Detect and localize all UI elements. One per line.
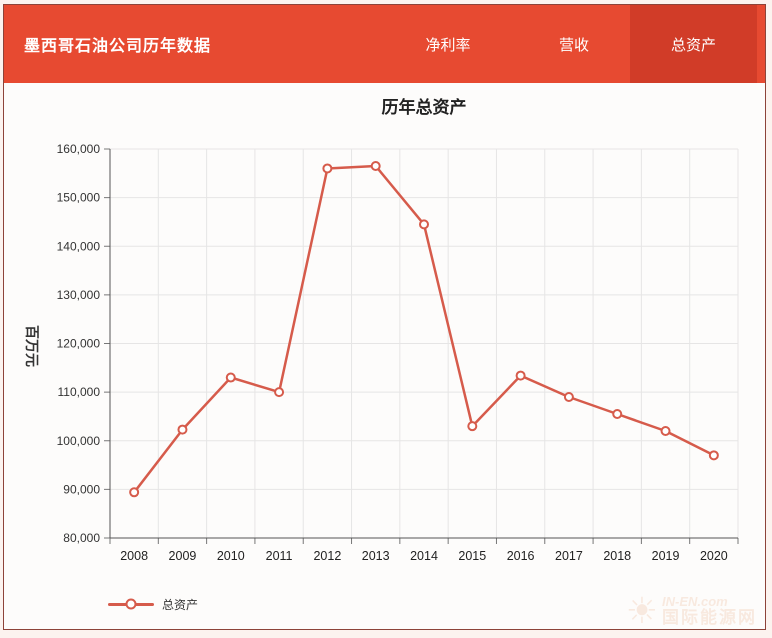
tab-net-margin[interactable]: 净利率 bbox=[402, 5, 494, 83]
legend-line-swatch bbox=[108, 598, 154, 610]
data-point-marker[interactable] bbox=[322, 163, 333, 174]
x-axis-label: 2012 bbox=[313, 549, 341, 563]
tab-revenue[interactable]: 营收 bbox=[528, 5, 620, 83]
tab-total-assets[interactable]: 总资产 bbox=[630, 5, 757, 83]
data-point-marker[interactable] bbox=[515, 370, 526, 381]
x-axis-label: 2017 bbox=[555, 549, 583, 563]
y-axis-label: 130,000 bbox=[57, 288, 101, 302]
data-point-marker[interactable] bbox=[225, 372, 236, 383]
x-axis-label: 2015 bbox=[458, 549, 486, 563]
chart-title: 历年总资产 bbox=[381, 98, 467, 117]
data-point-marker[interactable] bbox=[274, 387, 285, 398]
data-point-marker[interactable] bbox=[370, 161, 381, 172]
page-title: 墨西哥石油公司历年数据 bbox=[24, 38, 212, 55]
series-line bbox=[132, 164, 716, 494]
y-axis-label: 150,000 bbox=[57, 191, 101, 205]
x-axis-label: 2018 bbox=[603, 549, 631, 563]
y-axis-label: 120,000 bbox=[57, 337, 101, 351]
app-window: 墨西哥石油公司历年数据 净利率 营收 总资产 历年总资产 百万元 80,000 9… bbox=[3, 4, 766, 630]
header-bar: 墨西哥石油公司历年数据 净利率 营收 总资产 bbox=[4, 5, 765, 83]
x-axis-label: 2010 bbox=[217, 549, 245, 563]
y-axis-label: 110,000 bbox=[58, 385, 101, 399]
data-point-marker[interactable] bbox=[612, 409, 623, 420]
y-axis-label: 80,000 bbox=[63, 531, 100, 545]
legend-circle-marker bbox=[125, 598, 137, 610]
data-point-marker[interactable] bbox=[708, 450, 719, 461]
tab-revenue-label: 营收 bbox=[558, 36, 589, 54]
y-axis-label: 140,000 bbox=[57, 239, 101, 253]
data-point-marker[interactable] bbox=[660, 426, 671, 437]
data-point-marker[interactable] bbox=[563, 391, 574, 402]
data-point-marker[interactable] bbox=[177, 424, 188, 435]
chart-card: 历年总资产 百万元 80,000 90,000 100,000 110,000 120,… bbox=[4, 83, 765, 629]
x-axis-label: 2014 bbox=[410, 549, 438, 563]
x-axis-label: 2008 bbox=[120, 549, 148, 563]
x-axis-label: 2011 bbox=[266, 549, 293, 563]
data-point-marker[interactable] bbox=[129, 487, 140, 498]
legend-item-total-assets[interactable]: 总资产 bbox=[108, 596, 198, 612]
chart-svg: 80,000 90,000 100,000 110,000 120,000 130,000… bbox=[57, 142, 739, 563]
data-point-marker[interactable] bbox=[467, 421, 478, 432]
tab-net-margin-label: 净利率 bbox=[425, 36, 471, 54]
legend-label: 总资产 bbox=[162, 597, 199, 612]
data-point-marker[interactable] bbox=[419, 219, 429, 230]
x-axis-label: 2009 bbox=[169, 549, 197, 563]
x-axis-label: 2020 bbox=[700, 549, 728, 563]
x-axis-label: 2016 bbox=[507, 549, 535, 563]
x-axis-label: 2013 bbox=[362, 549, 390, 563]
y-axis-label: 90,000 bbox=[63, 482, 100, 496]
y-axis-label: 100,000 bbox=[57, 434, 101, 448]
y-axis-label: 160,000 bbox=[57, 142, 101, 156]
x-axis-label: 2019 bbox=[652, 549, 680, 563]
tab-total-assets-label: 总资产 bbox=[670, 36, 716, 54]
